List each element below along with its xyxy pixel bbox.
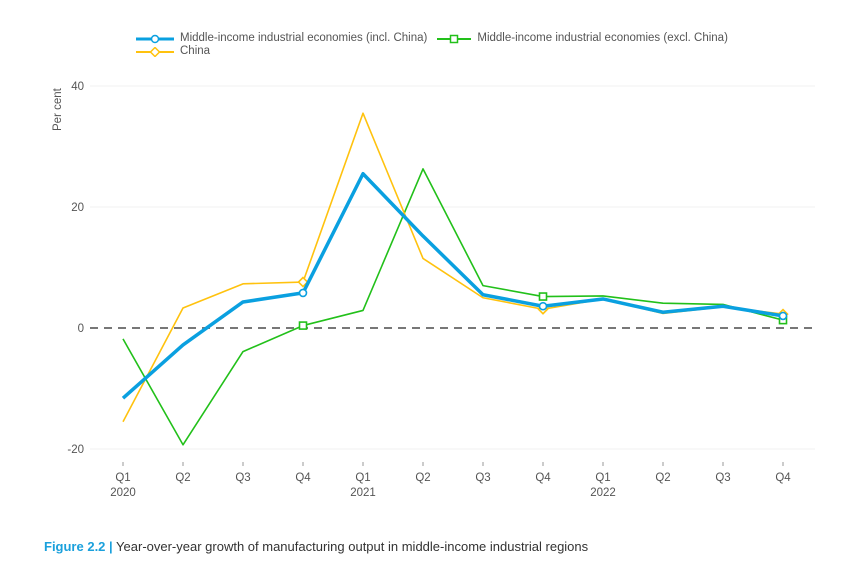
- data-point-marker: [538, 292, 548, 301]
- legend-item-incl-china: Middle-income industrial economies (incl…: [136, 32, 427, 45]
- x-tick-label: Q3: [715, 472, 730, 484]
- y-tick-label: 20: [71, 202, 84, 214]
- legend: Middle-income industrial economies (incl…: [136, 32, 738, 58]
- legend-item-excl-china: Middle-income industrial economies (excl…: [437, 32, 728, 45]
- x-tick-label: Q2: [655, 472, 670, 484]
- y-tick-label: 0: [78, 323, 84, 335]
- data-point-marker: [298, 321, 308, 330]
- y-axis-label: Per cent: [52, 87, 64, 131]
- legend-label: China: [180, 45, 211, 57]
- x-tick-label: Q1: [355, 472, 370, 484]
- y-tick-label: -20: [67, 444, 84, 456]
- series-line-0: [121, 171, 784, 400]
- legend-swatch-blue: [136, 34, 174, 43]
- data-point-marker: [297, 276, 309, 288]
- x-year-label: 2022: [590, 487, 616, 499]
- series-line-1: [122, 168, 784, 446]
- data-point-marker: [298, 288, 308, 298]
- x-year-label: 2021: [350, 487, 376, 499]
- x-tick-label: Q4: [775, 472, 791, 484]
- figure-number: Figure 2.2 |: [44, 539, 113, 554]
- x-tick-label: Q3: [235, 472, 250, 484]
- x-tick-label: Q2: [415, 472, 430, 484]
- legend-label: Middle-income industrial economies (incl…: [180, 32, 428, 44]
- data-point-marker: [538, 301, 548, 311]
- x-tick-label: Q4: [295, 472, 311, 484]
- caption-text: Year-over-year growth of manufacturing o…: [116, 539, 589, 554]
- legend-label: Middle-income industrial economies (excl…: [477, 32, 728, 44]
- x-tick-label: Q1: [115, 472, 130, 484]
- x-year-label: 2020: [110, 487, 136, 499]
- legend-swatch-yellow: [136, 46, 174, 57]
- legend-swatch-green: [437, 34, 472, 43]
- x-tick-label: Q2: [175, 472, 190, 484]
- figure-caption: Figure 2.2 | Year-over-year growth of ma…: [44, 539, 588, 554]
- data-point-marker: [778, 311, 788, 321]
- x-tick-label: Q3: [475, 472, 490, 484]
- x-tick-label: Q1: [595, 472, 610, 484]
- legend-item-china: China: [136, 45, 210, 58]
- x-tick-label: Q4: [535, 472, 551, 484]
- y-tick-label: 40: [71, 81, 84, 93]
